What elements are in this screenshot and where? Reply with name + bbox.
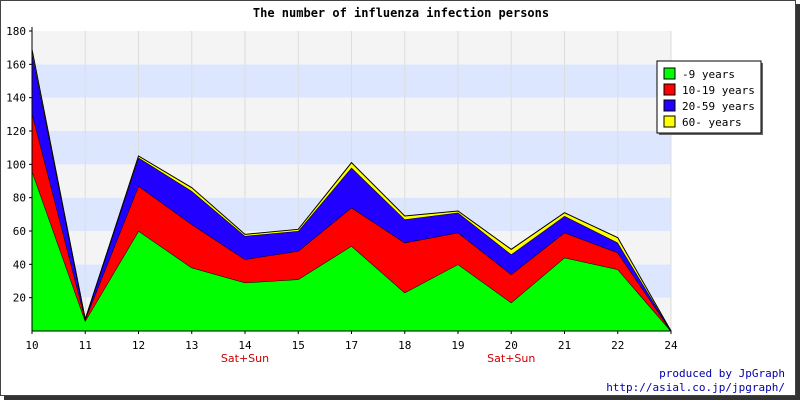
x-tick-label: 17 [345,339,358,352]
y-tick-label: 80 [13,192,26,205]
x-sublabel: Sat+Sun [487,352,535,365]
legend-swatch [663,115,676,128]
y-tick-label: 60 [13,225,26,238]
y-tick-label: 40 [13,258,26,271]
x-tick-label: 13 [185,339,198,352]
credit-line-2: http://asial.co.jp/jpgraph/ [606,381,785,394]
y-tick-label: 20 [13,292,26,305]
x-tick-label: 20 [505,339,518,352]
chart-title: The number of influenza infection person… [253,6,549,20]
legend-swatch [663,67,676,80]
y-tick-label: 180 [6,25,26,38]
y-tick-label: 140 [6,92,26,105]
legend-swatch [663,99,676,112]
x-tick-label: 12 [132,339,145,352]
y-tick-label: 100 [6,158,26,171]
y-tick-label: 120 [6,125,26,138]
legend: -9 years 10-19 years 20-59 years 60- years [656,60,763,135]
x-tick-label: 10 [25,339,38,352]
legend-label: 60- years [682,116,742,129]
series-line-3 [31,49,672,332]
series-area-1 [32,112,671,332]
x-tick-label: 21 [558,339,571,352]
x-sublabel: Sat+Sun [221,352,269,365]
x-tick-label: 24 [664,339,678,352]
legend-swatch [663,83,676,96]
series-area-2 [32,52,671,332]
series-areas [31,49,672,332]
legend-label: -9 years [682,68,735,81]
x-tick-label: 19 [451,339,464,352]
legend-label: 10-19 years [682,84,755,97]
x-tick-label: 15 [292,339,305,352]
x-tick-label: 14 [238,339,252,352]
y-tick-labels: 20 40 60 80 100 120 140 160 180 [6,25,32,305]
y-tick-label: 160 [6,58,26,71]
credit-line-1: produced by JpGraph [659,367,785,380]
x-tick-label: 11 [79,339,92,352]
series-area-0 [32,171,671,331]
legend-label: 20-59 years [682,100,755,113]
credit-block: produced by JpGraph http://asial.co.jp/j… [606,367,785,395]
x-tick-label: 18 [398,339,411,352]
x-tick-label: 22 [611,339,624,352]
